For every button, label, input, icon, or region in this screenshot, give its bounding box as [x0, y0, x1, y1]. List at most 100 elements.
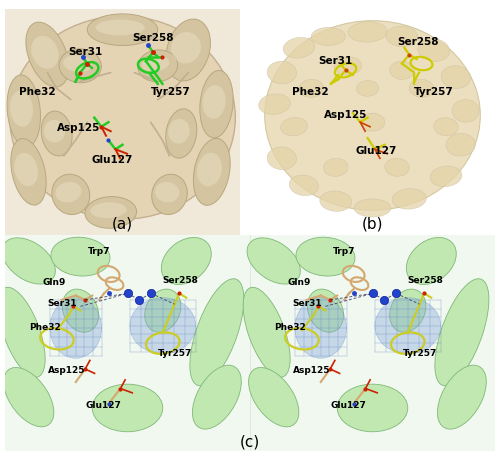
Ellipse shape [247, 238, 300, 284]
Text: (c): (c) [240, 434, 260, 449]
Text: Phe32: Phe32 [28, 323, 60, 332]
Ellipse shape [320, 191, 352, 212]
Ellipse shape [63, 55, 92, 72]
Ellipse shape [26, 22, 68, 87]
Ellipse shape [92, 384, 163, 432]
Ellipse shape [446, 133, 476, 156]
Ellipse shape [2, 238, 56, 284]
Ellipse shape [360, 113, 385, 131]
Ellipse shape [50, 298, 102, 358]
Ellipse shape [418, 39, 450, 62]
Ellipse shape [56, 182, 82, 203]
Ellipse shape [348, 22, 387, 42]
Ellipse shape [197, 153, 222, 187]
Ellipse shape [171, 32, 201, 63]
Ellipse shape [85, 196, 136, 228]
Ellipse shape [356, 80, 378, 96]
Ellipse shape [299, 79, 324, 97]
Ellipse shape [406, 237, 457, 284]
Ellipse shape [202, 85, 226, 119]
Text: Asp125: Asp125 [324, 110, 367, 120]
Text: Trp7: Trp7 [88, 248, 110, 257]
Ellipse shape [62, 289, 98, 332]
Text: Tyr257: Tyr257 [158, 349, 192, 358]
Ellipse shape [168, 119, 190, 144]
Ellipse shape [264, 21, 480, 210]
Ellipse shape [283, 38, 315, 58]
Ellipse shape [192, 365, 242, 429]
Ellipse shape [194, 138, 230, 205]
Ellipse shape [375, 298, 440, 354]
Text: Gln9: Gln9 [43, 278, 66, 287]
Ellipse shape [438, 365, 486, 429]
Text: Phe32: Phe32 [274, 323, 306, 332]
Ellipse shape [130, 298, 196, 354]
Ellipse shape [88, 14, 158, 46]
Ellipse shape [354, 199, 391, 217]
Text: Glu127: Glu127 [356, 146, 397, 156]
Ellipse shape [267, 147, 296, 170]
Text: Ser258: Ser258 [132, 33, 173, 43]
Ellipse shape [337, 384, 408, 432]
Ellipse shape [166, 19, 210, 81]
Ellipse shape [385, 158, 409, 176]
Ellipse shape [4, 368, 54, 427]
Ellipse shape [392, 188, 426, 209]
Ellipse shape [51, 237, 110, 276]
Ellipse shape [138, 50, 177, 82]
Text: Ser258: Ser258 [408, 275, 444, 284]
Ellipse shape [248, 368, 299, 427]
Text: Asp125: Asp125 [48, 367, 85, 376]
Text: Ser258: Ser258 [397, 38, 438, 47]
Ellipse shape [308, 289, 344, 332]
Text: Glu127: Glu127 [92, 155, 134, 165]
Ellipse shape [280, 118, 307, 136]
Ellipse shape [334, 57, 361, 75]
Ellipse shape [390, 289, 426, 332]
Text: Phe32: Phe32 [19, 87, 56, 97]
Text: (b): (b) [362, 217, 384, 232]
Ellipse shape [190, 279, 244, 386]
Text: Tyr257: Tyr257 [403, 349, 438, 358]
Text: Tyr257: Tyr257 [414, 87, 454, 97]
Ellipse shape [243, 287, 290, 377]
Text: Ser31: Ser31 [68, 47, 102, 56]
Ellipse shape [59, 49, 102, 83]
Text: Ser31: Ser31 [292, 299, 322, 308]
Ellipse shape [152, 174, 188, 215]
Ellipse shape [90, 202, 126, 218]
Ellipse shape [267, 61, 296, 84]
Ellipse shape [324, 158, 348, 176]
Ellipse shape [390, 61, 414, 79]
Ellipse shape [441, 66, 470, 88]
Ellipse shape [14, 153, 38, 186]
Text: Ser31: Ser31 [318, 55, 353, 65]
Ellipse shape [166, 109, 197, 158]
Text: Asp125: Asp125 [292, 367, 330, 376]
Ellipse shape [410, 79, 434, 97]
Text: Phe32: Phe32 [292, 87, 329, 97]
Ellipse shape [155, 182, 180, 203]
Ellipse shape [162, 237, 212, 284]
Ellipse shape [435, 279, 489, 386]
Ellipse shape [295, 298, 346, 358]
Ellipse shape [434, 118, 458, 136]
Text: Trp7: Trp7 [333, 248, 355, 257]
Ellipse shape [96, 20, 145, 35]
Ellipse shape [7, 75, 40, 147]
Ellipse shape [296, 237, 355, 276]
Text: Ser31: Ser31 [48, 299, 77, 308]
Ellipse shape [290, 175, 318, 196]
Ellipse shape [31, 36, 58, 69]
Ellipse shape [0, 287, 45, 377]
Ellipse shape [386, 26, 418, 47]
Text: Glu127: Glu127 [330, 401, 366, 410]
Ellipse shape [52, 174, 90, 214]
Ellipse shape [10, 91, 33, 127]
Text: Asp125: Asp125 [56, 123, 100, 133]
Ellipse shape [144, 289, 181, 332]
Ellipse shape [44, 120, 65, 142]
Ellipse shape [258, 94, 290, 114]
Ellipse shape [200, 70, 233, 138]
Ellipse shape [430, 166, 462, 187]
